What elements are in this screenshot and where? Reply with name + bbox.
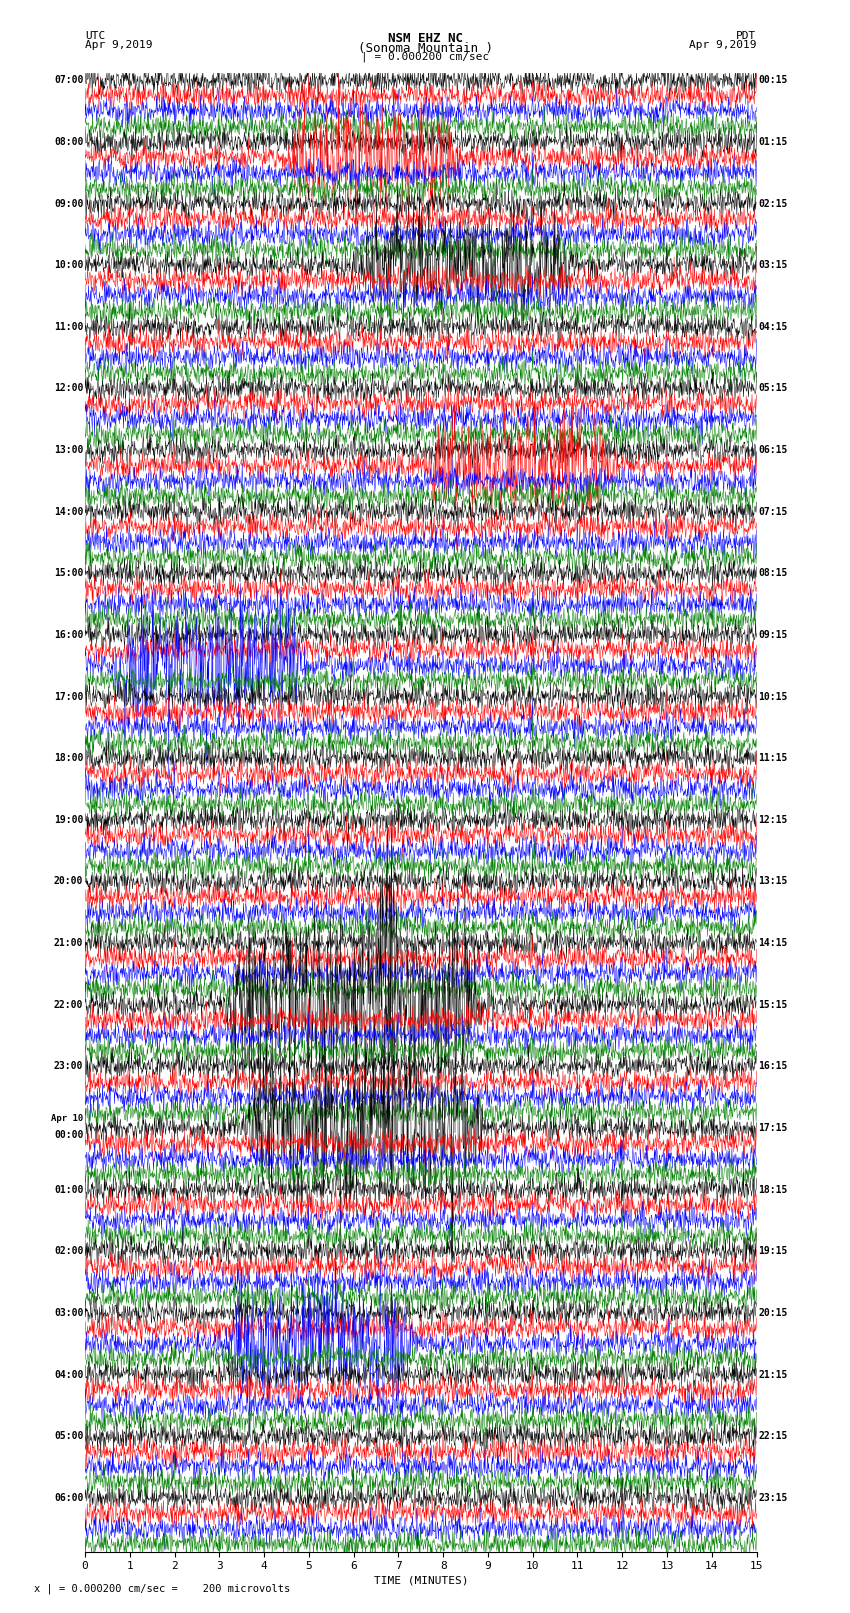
Text: 12:15: 12:15 [758,815,788,824]
Text: 08:00: 08:00 [54,137,83,147]
Text: 15:15: 15:15 [758,1000,788,1010]
Text: 02:00: 02:00 [54,1247,83,1257]
Text: 18:00: 18:00 [54,753,83,763]
Text: 04:15: 04:15 [758,323,788,332]
Text: 02:15: 02:15 [758,198,788,208]
Text: 19:15: 19:15 [758,1247,788,1257]
Text: 20:00: 20:00 [54,876,83,887]
Text: 10:00: 10:00 [54,260,83,271]
Text: 04:00: 04:00 [54,1369,83,1379]
Text: 06:15: 06:15 [758,445,788,455]
Text: 16:00: 16:00 [54,631,83,640]
Text: 15:00: 15:00 [54,568,83,579]
Text: 13:00: 13:00 [54,445,83,455]
Text: 19:00: 19:00 [54,815,83,824]
Text: 09:15: 09:15 [758,631,788,640]
Text: Apr 9,2019: Apr 9,2019 [689,40,756,50]
Text: 10:15: 10:15 [758,692,788,702]
Text: 23:15: 23:15 [758,1492,788,1503]
Text: 07:00: 07:00 [54,76,83,85]
Text: 20:15: 20:15 [758,1308,788,1318]
Text: 05:15: 05:15 [758,384,788,394]
Text: 01:00: 01:00 [54,1184,83,1195]
Text: 08:15: 08:15 [758,568,788,579]
Text: PDT: PDT [736,31,756,40]
Text: 11:00: 11:00 [54,323,83,332]
Text: NSM EHZ NC: NSM EHZ NC [388,32,462,45]
Text: 13:15: 13:15 [758,876,788,887]
Text: 11:15: 11:15 [758,753,788,763]
Text: 17:15: 17:15 [758,1123,788,1132]
Text: 03:00: 03:00 [54,1308,83,1318]
Text: 16:15: 16:15 [758,1061,788,1071]
X-axis label: TIME (MINUTES): TIME (MINUTES) [373,1576,468,1586]
Text: UTC: UTC [85,31,105,40]
Text: 22:00: 22:00 [54,1000,83,1010]
Text: 05:00: 05:00 [54,1431,83,1440]
Text: | = 0.000200 cm/sec: | = 0.000200 cm/sec [361,52,489,63]
Text: 14:15: 14:15 [758,939,788,948]
Text: 23:00: 23:00 [54,1061,83,1071]
Text: Apr 9,2019: Apr 9,2019 [85,40,152,50]
Text: 01:15: 01:15 [758,137,788,147]
Text: 00:15: 00:15 [758,76,788,85]
Text: 14:00: 14:00 [54,506,83,516]
Text: 17:00: 17:00 [54,692,83,702]
Text: 00:00: 00:00 [54,1129,83,1140]
Text: 18:15: 18:15 [758,1184,788,1195]
Text: 06:00: 06:00 [54,1492,83,1503]
Text: x | = 0.000200 cm/sec =    200 microvolts: x | = 0.000200 cm/sec = 200 microvolts [34,1582,290,1594]
Text: 12:00: 12:00 [54,384,83,394]
Text: 07:15: 07:15 [758,506,788,516]
Text: (Sonoma Mountain ): (Sonoma Mountain ) [358,42,492,55]
Text: Apr 10: Apr 10 [51,1115,83,1123]
Text: 22:15: 22:15 [758,1431,788,1440]
Text: 21:00: 21:00 [54,939,83,948]
Text: 03:15: 03:15 [758,260,788,271]
Text: 21:15: 21:15 [758,1369,788,1379]
Text: 09:00: 09:00 [54,198,83,208]
